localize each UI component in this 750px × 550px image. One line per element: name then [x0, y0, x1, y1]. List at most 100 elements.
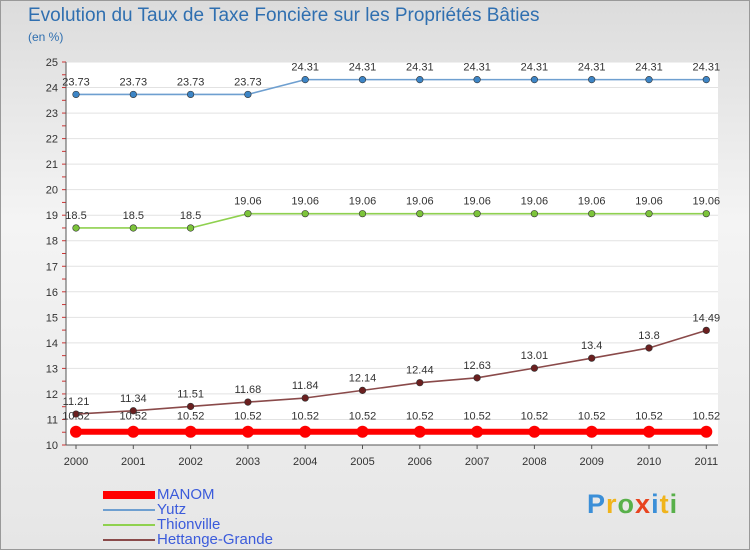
data-point-manom [700, 425, 713, 438]
data-point-thionville [702, 210, 710, 218]
data-label-yutz: 24.31 [693, 62, 721, 74]
data-label-manom: 10.52 [578, 411, 606, 423]
data-label-manom: 10.52 [693, 411, 721, 423]
data-label-manom: 10.52 [349, 411, 377, 423]
data-label-hettange-grande: 12.14 [349, 372, 377, 384]
data-label-hettange-grande: 11.84 [292, 380, 319, 392]
series-line-hettange-grande [75, 329, 707, 415]
y-tick-label: 24 [46, 83, 58, 95]
y-tick-label: 20 [46, 185, 58, 197]
data-label-thionville: 18.5 [180, 210, 201, 222]
data-label-yutz: 24.31 [521, 62, 549, 74]
data-point-yutz [530, 76, 539, 84]
data-label-thionville: 19.06 [578, 196, 606, 208]
data-label-hettange-grande: 13.01 [521, 350, 549, 362]
x-tick-label: 2011 [694, 456, 718, 468]
data-point-thionville [72, 224, 80, 232]
data-point-manom [585, 425, 598, 438]
data-label-yutz: 23.73 [62, 76, 90, 88]
data-point-thionville [301, 210, 309, 218]
data-label-hettange-grande: 13.8 [638, 330, 659, 342]
data-point-thionville [530, 210, 539, 218]
data-label-thionville: 19.06 [406, 196, 434, 208]
data-point-manom [528, 425, 541, 438]
data-point-manom [70, 425, 82, 438]
data-point-thionville [588, 210, 596, 218]
data-label-manom: 10.52 [120, 411, 148, 423]
data-point-hettange-grande [588, 354, 596, 362]
data-point-yutz [187, 90, 195, 99]
legend-item-hettange-grande: Hettange-Grande [103, 532, 273, 547]
series-line-yutz [76, 78, 707, 96]
logo-letter: r [606, 489, 618, 519]
data-point-hettange-grande [72, 410, 80, 418]
data-point-manom [356, 425, 369, 438]
y-tick-label: 13 [46, 363, 58, 375]
logo-letter: t [659, 489, 670, 519]
y-tick-label: 22 [46, 134, 58, 146]
data-label-hettange-grande: 14.49 [693, 312, 721, 324]
data-point-thionville [645, 210, 653, 218]
data-label-thionville: 19.06 [635, 196, 663, 208]
legend-swatch [103, 490, 155, 499]
data-label-hettange-grande: 12.63 [463, 360, 491, 372]
data-point-yutz [588, 76, 596, 84]
data-point-hettange-grande [416, 379, 424, 387]
data-point-manom [127, 425, 140, 438]
data-point-hettange-grande [473, 374, 481, 382]
data-label-manom: 10.52 [177, 411, 205, 423]
y-tick-label: 18 [46, 236, 58, 248]
data-point-hettange-grande [129, 407, 137, 415]
unit-label: (en %) [28, 30, 64, 44]
data-point-manom [184, 425, 197, 438]
y-tick-label: 19 [46, 210, 58, 222]
data-label-yutz: 24.31 [349, 62, 377, 74]
data-point-thionville [416, 210, 424, 218]
data-point-manom [413, 425, 426, 438]
data-label-yutz: 24.31 [578, 62, 606, 74]
data-point-hettange-grande [645, 344, 653, 352]
legend-swatch [103, 523, 155, 526]
data-point-yutz [645, 76, 653, 84]
data-label-hettange-grande: 12.44 [406, 365, 434, 377]
y-tick-label: 23 [46, 108, 58, 120]
legend-swatch [103, 508, 155, 511]
data-label-yutz: 23.73 [234, 76, 262, 88]
x-tick-label: 2004 [293, 456, 317, 468]
data-label-thionville: 19.06 [291, 196, 319, 208]
data-point-thionville [244, 210, 252, 218]
y-tick-label: 16 [46, 287, 58, 299]
data-point-hettange-grande [187, 402, 195, 411]
x-tick-label: 2006 [408, 456, 432, 468]
y-tick-label: 25 [46, 57, 58, 69]
data-point-yutz [358, 76, 367, 84]
legend-item-yutz: Yutz [103, 502, 273, 517]
data-label-thionville: 18.5 [123, 210, 144, 222]
y-tick-label: 14 [46, 338, 58, 350]
data-label-hettange-grande: 11.68 [235, 384, 262, 396]
legend-item-thionville: Thionville [103, 517, 273, 532]
data-point-thionville [358, 210, 367, 218]
legend-label: Hettange-Grande [157, 531, 273, 548]
legend-label: Yutz [157, 501, 187, 518]
data-label-manom: 10.52 [521, 411, 549, 423]
data-point-hettange-grande [301, 394, 309, 402]
data-label-manom: 10.52 [234, 411, 262, 423]
data-label-manom: 10.52 [406, 411, 434, 423]
data-label-hettange-grande: 11.51 [177, 388, 204, 400]
data-point-yutz [72, 90, 80, 99]
legend-label: MANOM [157, 486, 215, 503]
data-label-hettange-grande: 11.21 [63, 396, 90, 408]
data-label-thionville: 19.06 [349, 196, 377, 208]
data-point-hettange-grande [530, 364, 539, 372]
data-label-manom: 10.52 [62, 411, 90, 423]
legend-label: Thionville [157, 516, 221, 533]
data-label-yutz: 24.31 [463, 62, 491, 74]
x-tick-label: 2009 [579, 456, 603, 468]
data-label-yutz: 23.73 [120, 76, 148, 88]
data-point-manom [643, 425, 655, 438]
data-label-yutz: 24.31 [635, 62, 663, 74]
data-point-yutz [129, 90, 137, 99]
legend-swatch [103, 538, 155, 541]
